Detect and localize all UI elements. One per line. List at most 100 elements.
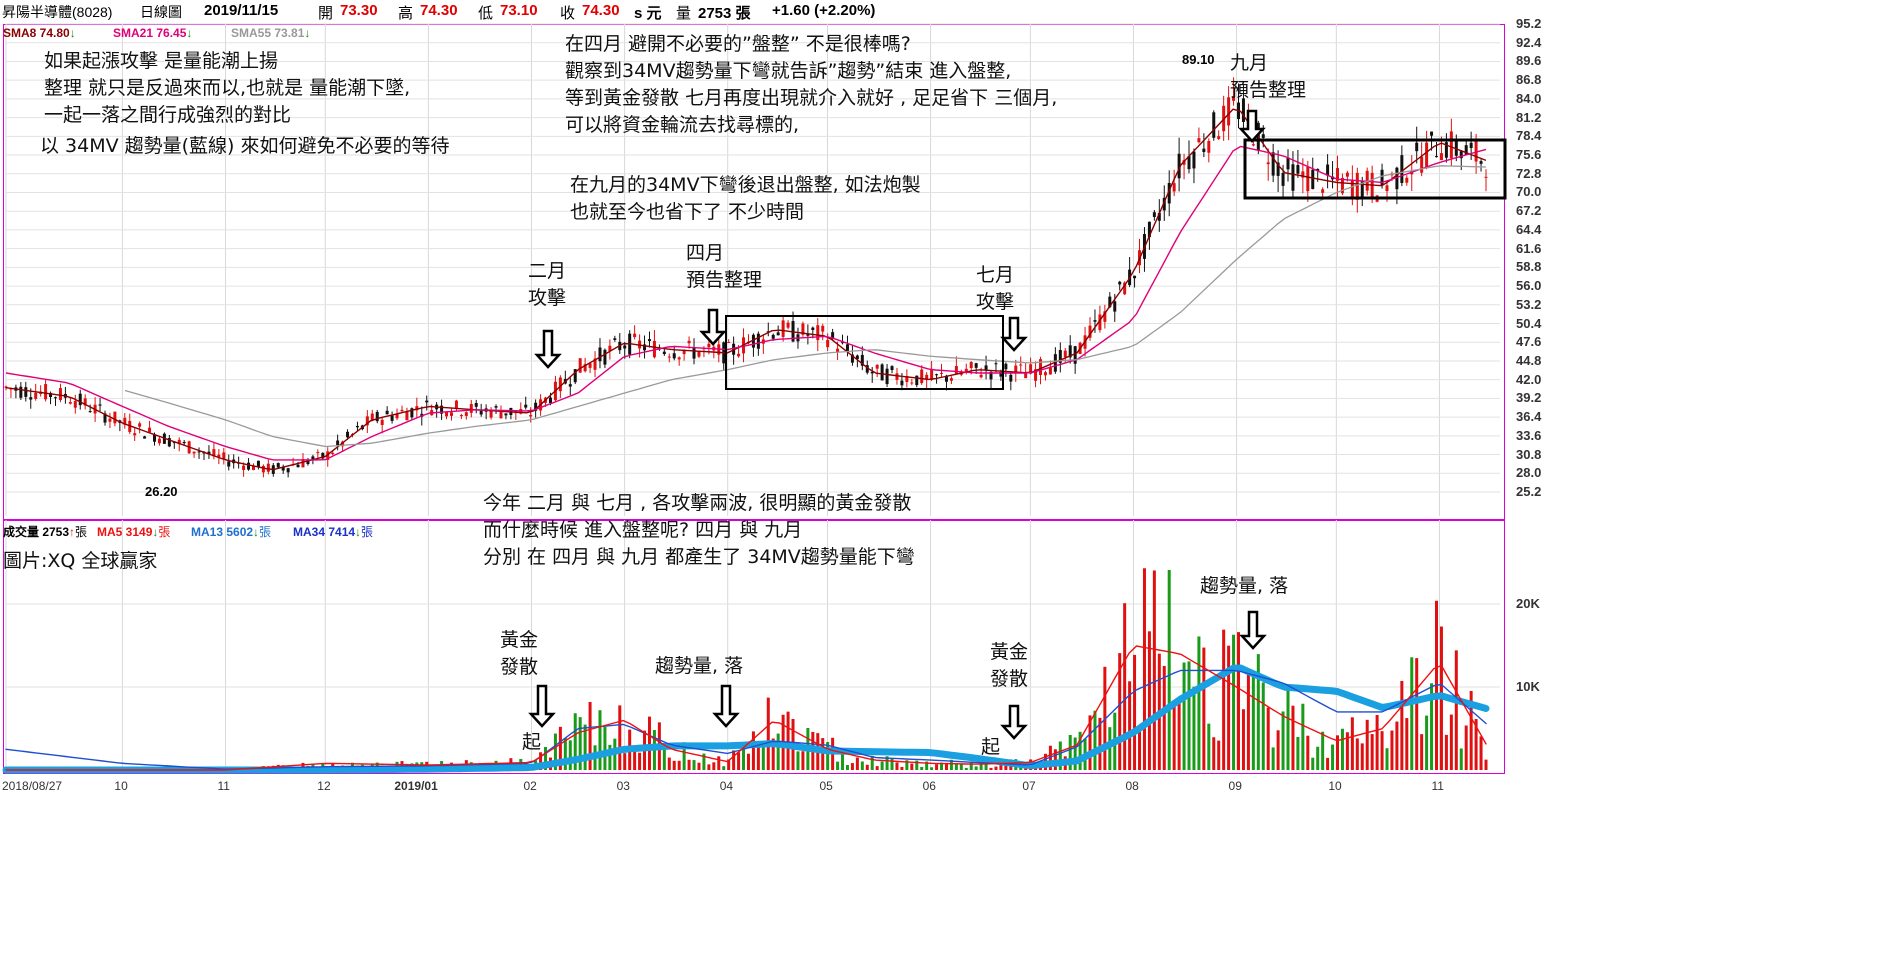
note-top-left: 如果起漲攻擊 是量能潮上揚 整理 就只是反過來而以,也就是 量能潮下墜, 一起一… [40,48,450,160]
candle-body [1241,98,1245,122]
candle-body [613,338,617,340]
candle-body [1118,281,1122,285]
candle-body [1261,134,1265,138]
candle-body [1197,138,1201,143]
candle-body [940,372,944,374]
volume-line-ma5 [5,645,1487,771]
change-value: +1.60 (+2.20%) [772,2,876,19]
candle-body [1405,177,1409,183]
price-tick-label: 33.6 [1516,427,1542,443]
time-tick-label: 02 [523,779,537,793]
volume-bar [1449,714,1453,770]
volume-bar [979,759,983,770]
candle-body [1108,296,1112,308]
candle-body [499,412,503,419]
price-tick-label: 86.8 [1516,72,1542,88]
volume-bar [930,767,934,770]
volume-bar [301,762,305,770]
candle-body [385,410,389,415]
volume-bar [1142,568,1146,770]
volume-bar [1217,740,1221,770]
candle-body [375,411,379,422]
volume-bar [544,746,548,770]
candle-body [1266,162,1270,165]
candle-body [261,465,265,473]
candle-body [1162,197,1166,211]
candle-body [1425,142,1429,168]
candle-body [370,413,374,421]
volume-bar [1172,700,1176,770]
volume-bar [984,761,988,770]
volume-bar [1207,723,1211,770]
low-mark-label: 26.20 [145,484,178,499]
volume-bar [1444,734,1448,770]
volume-bar [1212,737,1216,770]
candle-body [1420,156,1424,173]
candle-body [1439,153,1443,161]
chart-canvas [2,23,1507,774]
candle-body [860,354,864,366]
volume-bar [722,766,726,770]
volume-bar [994,766,998,770]
volume-bar [732,750,736,770]
volume-bar [1286,689,1290,770]
ma-line-sma55 [124,165,1487,448]
candle-body [1009,374,1013,382]
arrow-down-icon [712,684,740,728]
candle-body [1063,350,1067,358]
legend-item: SMA55 73.81↓ [231,26,311,40]
candle-body [1034,369,1038,381]
volume-bar [667,757,671,770]
candle-body [524,404,528,408]
candle-body [1098,314,1102,331]
note-top-center-2: 在九月的34MV下彎後退出盤整, 如法炮製 也就至今也省下了 不少時間 [570,172,921,226]
label-line: 發散 [500,656,539,678]
volume-bar [1167,569,1171,770]
volume-bar [1251,672,1255,770]
candle-body [227,461,231,467]
volume-bar [1093,710,1097,770]
label-line: 二月 [528,260,567,282]
volume-bar [1350,717,1354,770]
trend-arrow-icon: ↓ [186,26,193,40]
note-line: 以 34MV 趨勢量(藍線) 來如何避免不必要的等待 [40,135,450,157]
candle-body [855,355,859,360]
volume-bar [603,726,607,770]
candle-body [152,434,156,442]
candle-body [568,384,572,387]
label-trend-fall-1: 趨勢量, 落 [655,655,744,677]
candle-body [865,365,869,373]
volume-bar [1197,636,1201,770]
candle-body [123,417,127,425]
candle-body [667,356,671,358]
candle-body [1167,182,1171,204]
legend-item: MA34 7414↓張 [293,525,374,539]
candle-body [727,342,731,344]
trend-arrow-icon: ↓ [152,525,159,539]
volume-bar [915,760,919,770]
volume-bar [539,752,543,770]
candle-body [771,334,775,339]
candle-body [1355,172,1359,200]
ma-line-sma21 [5,145,1487,461]
volume-bar [707,764,711,770]
candle-body [256,460,260,467]
candle-body [1157,212,1161,221]
candle-body [98,404,102,406]
candle-body [1123,282,1127,295]
volume-bar [1410,657,1414,770]
candle-body [974,363,978,368]
volume-bar [1296,736,1300,770]
volume-tick-label: 20K [1516,596,1540,611]
volume-bar [1202,647,1206,770]
volume-bar [1425,715,1429,770]
high-label: 高 [398,5,414,22]
candle-body [167,438,171,447]
note-line: 觀察到34MV趨勢量下彎就告訴”趨勢”結束 進入盤整, [565,60,1012,82]
volume-bar [925,761,929,770]
candle-body [573,369,577,383]
legend-unit: 張 [259,525,272,539]
candle-body [301,458,305,468]
volume-bar [1123,603,1127,770]
price-tick-label: 28.0 [1516,465,1542,481]
